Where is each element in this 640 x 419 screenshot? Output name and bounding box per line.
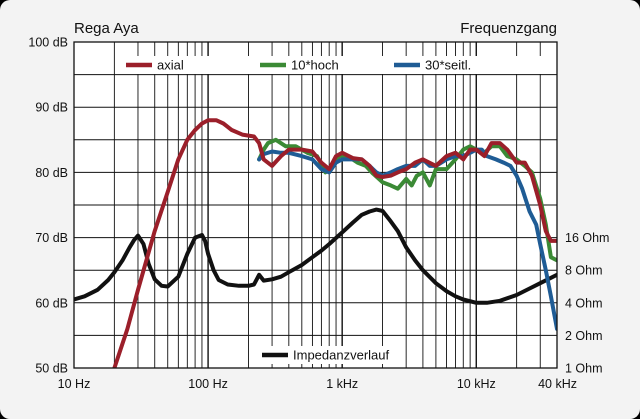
y-tick-label: 70 dB bbox=[35, 231, 68, 245]
right-axis-label: 8 Ohm bbox=[565, 264, 603, 278]
right-axis-label: 16 Ohm bbox=[565, 231, 609, 245]
y-axis-ticks: 100 dB 90 dB 80 dB 70 dB 60 dB 50 dB bbox=[28, 36, 68, 376]
chart-title-right: Frequenzgang bbox=[460, 20, 557, 37]
y-tick-label: 80 dB bbox=[35, 166, 68, 180]
series-line-impedanzverlauf bbox=[74, 207, 557, 305]
x-tick-label: 10 Hz bbox=[58, 377, 91, 391]
x-tick-label: 1 kHz bbox=[326, 377, 358, 391]
legend-label-10-hoch: 10*hoch bbox=[291, 58, 339, 73]
legend-top-background bbox=[118, 56, 542, 74]
series-line-axial bbox=[112, 118, 557, 368]
curves bbox=[74, 118, 557, 368]
y-tick-label: 60 dB bbox=[35, 296, 68, 310]
legend-label-30-seitl: 30*seitl. bbox=[425, 58, 471, 73]
plot-border bbox=[73, 41, 558, 369]
x-tick-label: 10 kHz bbox=[457, 377, 496, 391]
x-tick-label: 40 kHz bbox=[538, 377, 577, 391]
chart-title-left: Rega Aya bbox=[74, 20, 139, 37]
legend: axial 10*hoch 30*seitl. Impedanzverlauf bbox=[118, 56, 542, 364]
right-axis-label: 2 Ohm bbox=[565, 329, 603, 343]
y-tick-label: 50 dB bbox=[35, 362, 68, 376]
legend-label-axial: axial bbox=[157, 58, 184, 73]
y-tick-label: 100 dB bbox=[28, 36, 68, 50]
legend-label-impedanzverlauf: Impedanzverlauf bbox=[293, 348, 389, 363]
x-axis-ticks: 10 Hz 100 Hz 1 kHz 10 kHz 40 kHz bbox=[58, 377, 577, 391]
grid bbox=[74, 42, 557, 368]
legend-bottom-background bbox=[254, 346, 402, 364]
x-tick-label: 100 Hz bbox=[188, 377, 228, 391]
right-axis-label: 4 Ohm bbox=[565, 296, 603, 310]
right-axis-ticks: 16 Ohm 8 Ohm 4 Ohm 2 Ohm 1 Ohm bbox=[565, 231, 609, 375]
y-tick-label: 90 dB bbox=[35, 101, 68, 115]
right-axis-label: 1 Ohm bbox=[565, 362, 603, 376]
